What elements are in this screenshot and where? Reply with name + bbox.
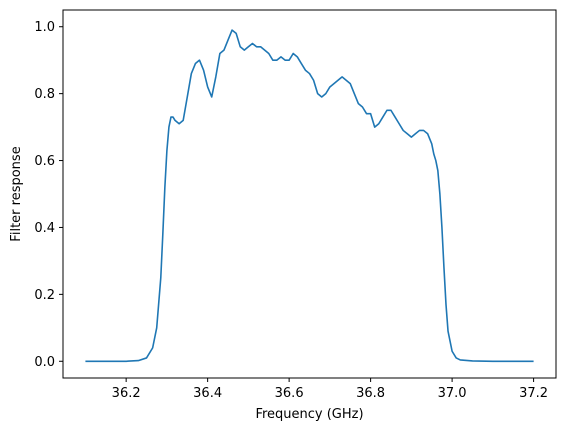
x-tick-label: 37.2	[519, 386, 548, 401]
y-tick-label: 1.0	[34, 20, 55, 35]
x-tick-label: 37.0	[438, 386, 467, 401]
y-tick-label: 0.0	[34, 355, 55, 370]
y-axis: 0.0 0.2 0.4 0.6 0.8 1.0	[34, 20, 63, 370]
y-tick-label: 0.8	[34, 87, 55, 102]
x-axis: 36.2 36.4 36.6 36.8 37.0 37.2	[112, 378, 548, 401]
y-tick-label: 0.4	[34, 221, 55, 236]
y-tick-label: 0.6	[34, 154, 55, 169]
x-axis-label: Frequency (GHz)	[255, 407, 363, 422]
x-tick-label: 36.4	[193, 386, 222, 401]
y-axis-label: Filter response	[9, 146, 24, 241]
x-tick-label: 36.6	[275, 386, 304, 401]
x-tick-label: 36.8	[356, 386, 385, 401]
series-line-0	[85, 29, 534, 363]
x-tick-label: 36.2	[112, 386, 141, 401]
axes-frame	[62, 9, 557, 379]
plot-area	[85, 29, 534, 363]
y-tick-label: 0.2	[34, 288, 55, 303]
